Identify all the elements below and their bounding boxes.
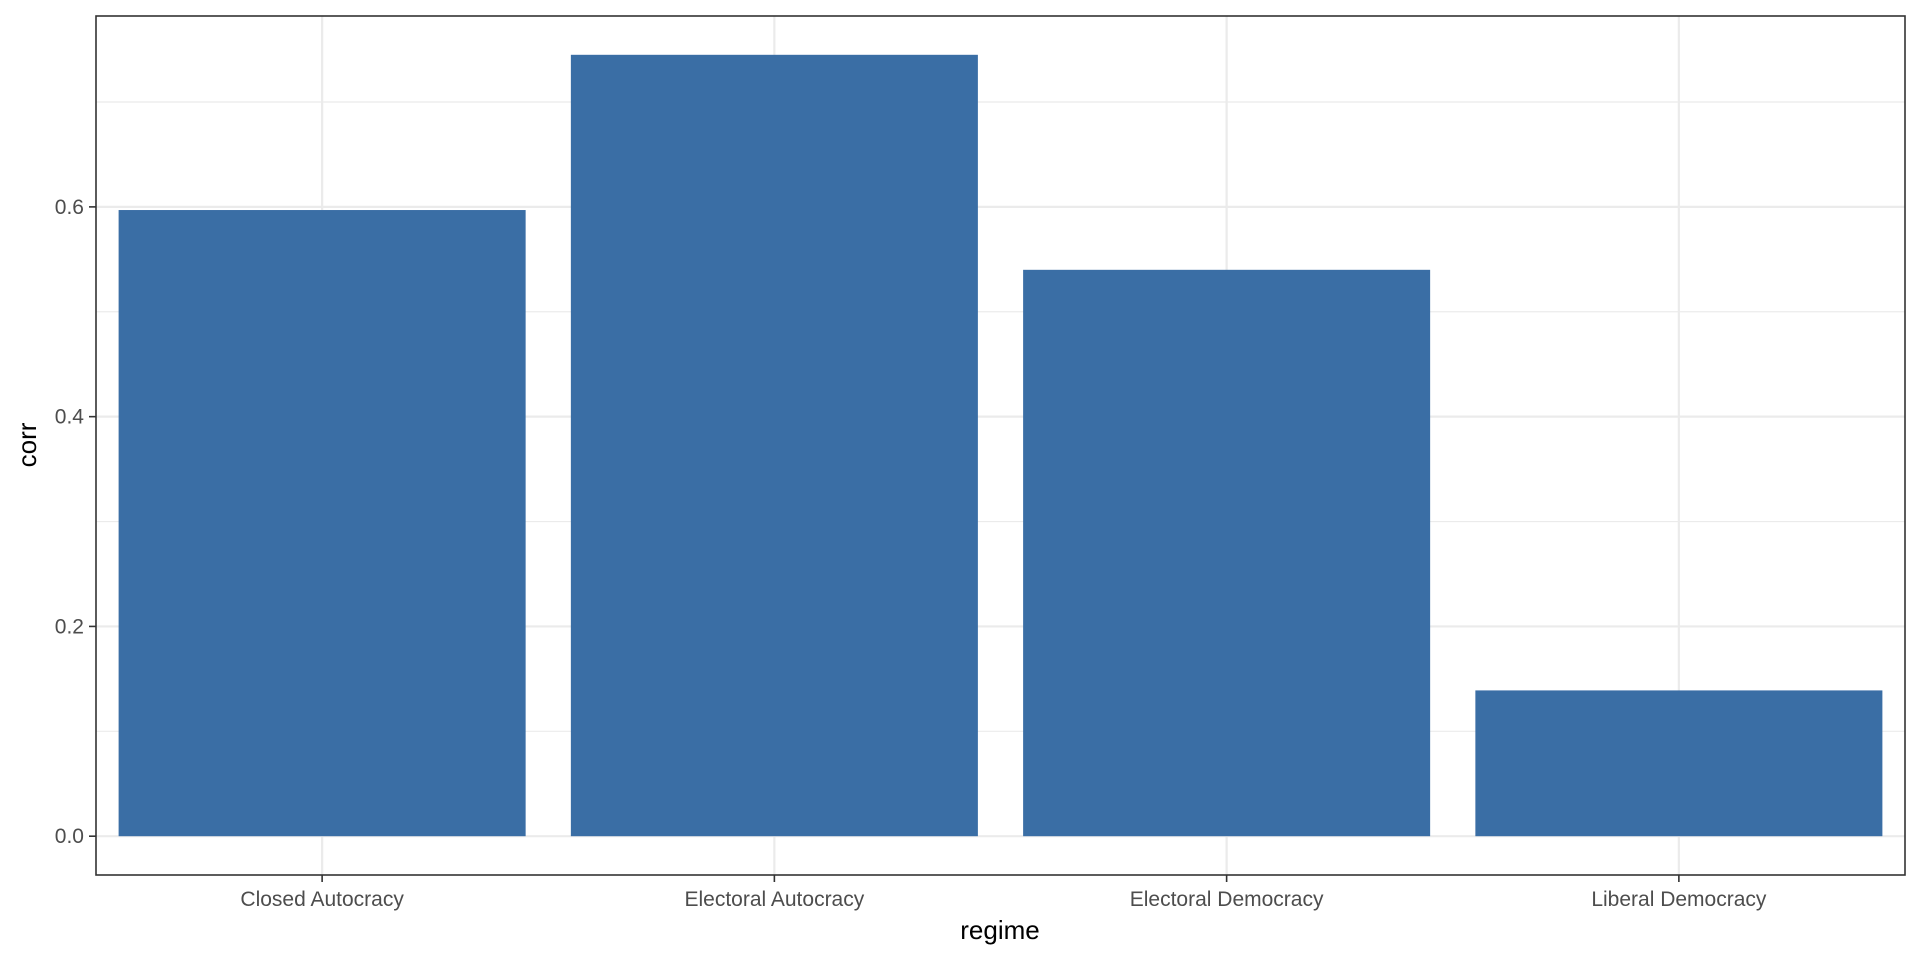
x-tick-label: Closed Autocracy: [240, 888, 404, 911]
bar-electoral-democracy: [1023, 269, 1431, 837]
x-tick-label: Electoral Autocracy: [684, 888, 864, 911]
bar-closed-autocracy: [118, 210, 526, 837]
bar-electoral-autocracy: [570, 54, 978, 837]
bars: [118, 54, 1883, 837]
x-tick-label: Electoral Democracy: [1130, 888, 1324, 911]
bar-liberal-democracy: [1475, 690, 1883, 837]
y-tick-label: 0.6: [55, 196, 84, 219]
axes: 0.0 0.2 0.4 0.6 Closed Autocracy Electoral Au…: [55, 196, 1767, 911]
x-axis-title: regime: [960, 915, 1039, 945]
y-tick-label: 0.2: [55, 615, 84, 638]
x-tick-label: Liberal Democracy: [1591, 888, 1767, 911]
y-axis-title: corr: [12, 422, 42, 467]
y-tick-label: 0.0: [55, 825, 84, 848]
y-tick-label: 0.4: [55, 406, 85, 429]
panel-border: [95, 15, 1906, 876]
